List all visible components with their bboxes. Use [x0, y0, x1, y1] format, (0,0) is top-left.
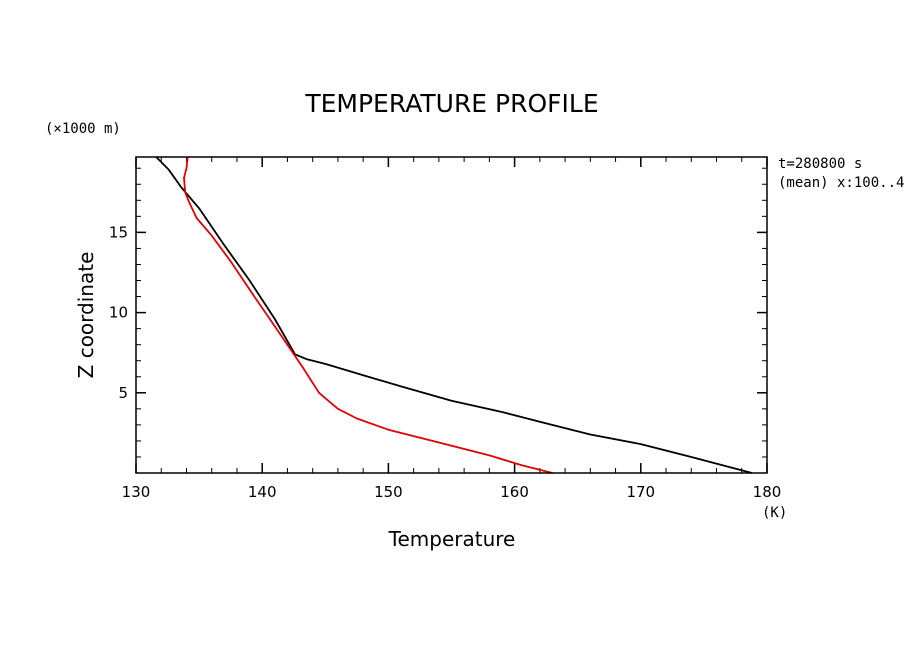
series-line-red	[183, 156, 553, 474]
y-unit-label: (×1000 m)	[45, 121, 121, 137]
major-ticks	[135, 157, 768, 473]
y-tick-label: 15	[109, 223, 128, 241]
y-tick-label: 5	[118, 384, 128, 402]
minor-ticks	[135, 157, 768, 473]
x-tick-label: 130	[122, 483, 151, 501]
x-axis-label: Temperature	[388, 527, 516, 551]
x-tick-label: 160	[500, 483, 529, 501]
tick-labels: 130 140 150 160 170 180 5 10 15	[109, 223, 781, 501]
x-tick-label: 140	[248, 483, 277, 501]
x-unit-label: (K)	[762, 505, 787, 521]
x-tick-label: 170	[626, 483, 655, 501]
plot-lines	[155, 156, 753, 474]
series-line-black	[155, 156, 753, 474]
plot-frame	[135, 156, 768, 474]
x-tick-label: 180	[753, 483, 782, 501]
y-axis-label: Z coordinate	[74, 252, 98, 379]
annotation-time: t=280800 s	[778, 156, 862, 172]
y-tick-label: 10	[109, 304, 128, 322]
x-tick-label: 150	[374, 483, 403, 501]
chart-title: TEMPERATURE PROFILE	[304, 89, 598, 118]
annotation-mean: (mean) x:100..4	[778, 175, 904, 191]
